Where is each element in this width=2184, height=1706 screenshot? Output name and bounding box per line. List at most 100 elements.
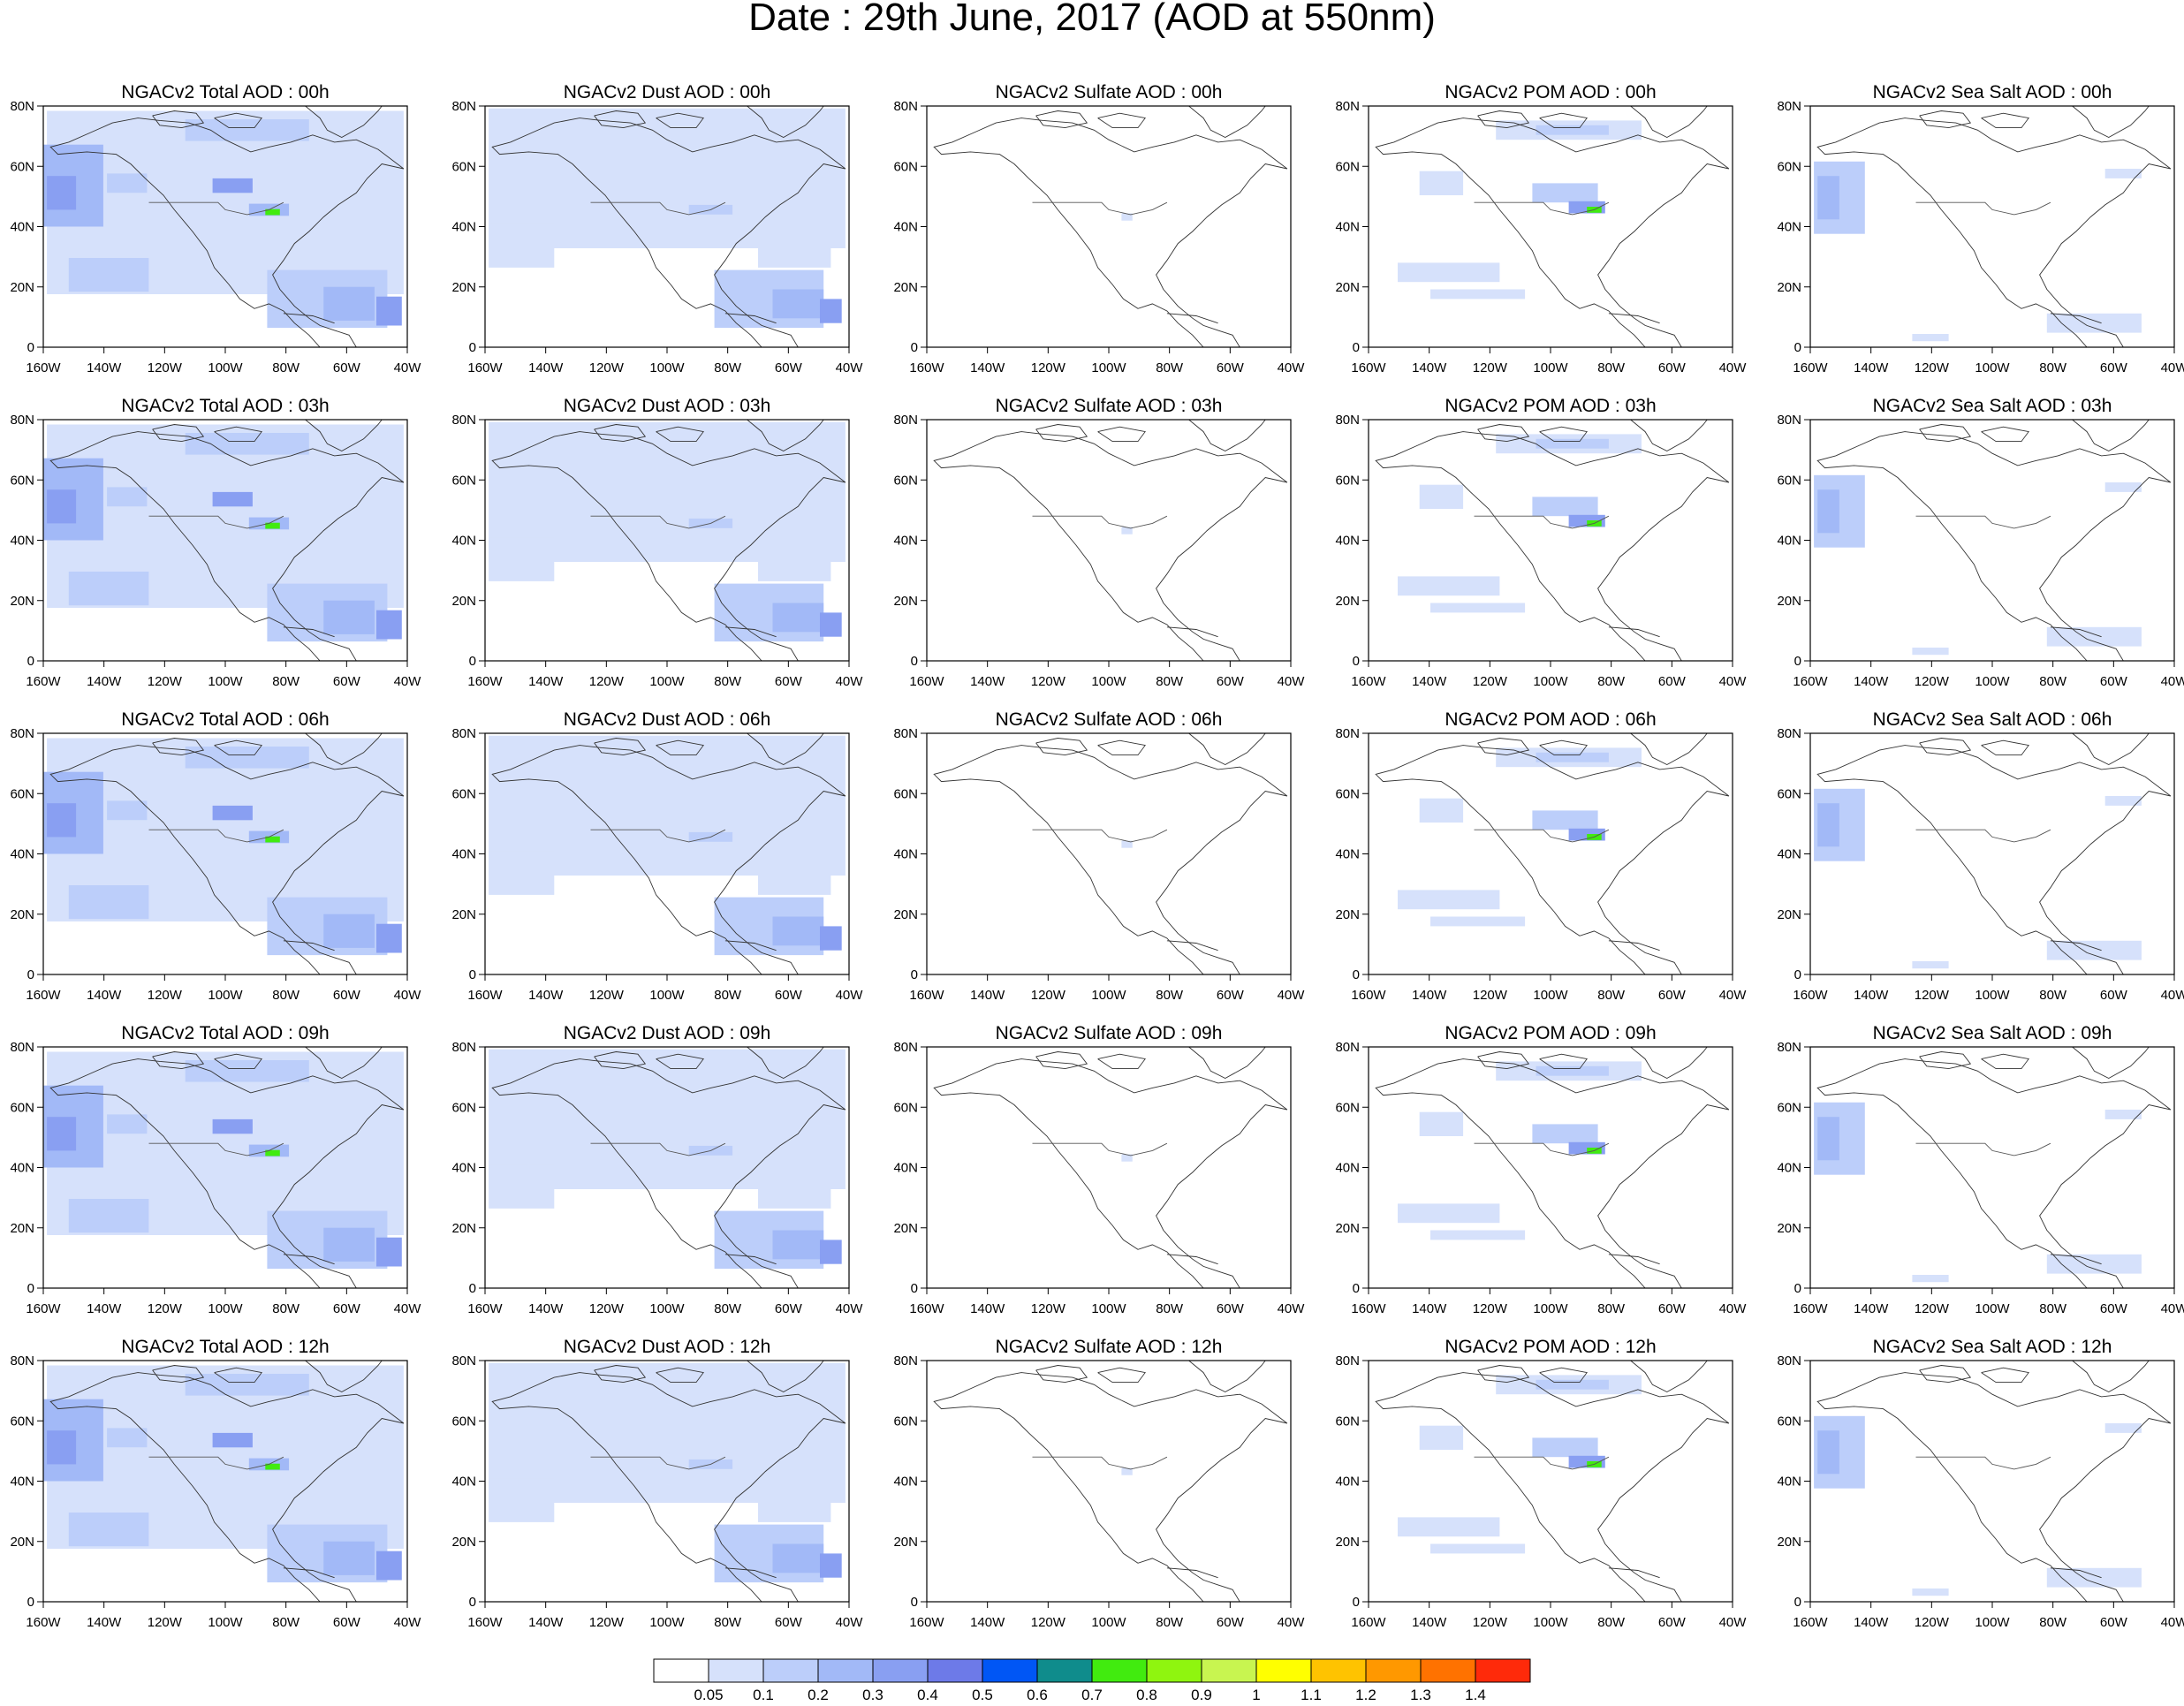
x-tick-label: 100W (1091, 360, 1126, 375)
x-tick-label: 60W (1217, 360, 1245, 375)
x-tick-label: 160W (1793, 1301, 1828, 1316)
y-tick-label: 60N (1777, 159, 1801, 174)
coastline (1608, 1567, 1660, 1579)
aod-shaded-region (758, 1136, 831, 1209)
aod-shaded-region (2046, 313, 2142, 333)
coastline (2050, 313, 2102, 324)
coastline (1375, 745, 1730, 974)
colorbar-label: 0.9 (1191, 1687, 1212, 1703)
y-tick-label: 0 (27, 1281, 34, 1296)
figure-title: Date : 29th June, 2017 (AOD at 550nm) (748, 0, 1436, 39)
aod-field (485, 420, 849, 661)
x-tick-label: 40W (1278, 1301, 1306, 1316)
aod-shaded-region (489, 1478, 555, 1522)
y-tick-label: 0 (911, 654, 918, 669)
coastline (1919, 1051, 1972, 1070)
plot-background (927, 733, 1291, 974)
aod-shaded-region (107, 1428, 148, 1448)
map-plot: 160W 140W 120W 100W 80W 60W 40W 0 20N 40N 60N 80N (893, 1040, 1306, 1316)
panel-title: NGACv2 Sea Salt AOD : 12h (1872, 1337, 2112, 1357)
y-tick-label: 40N (10, 1161, 34, 1176)
coastline (49, 745, 405, 974)
coastline (1477, 738, 1530, 756)
aod-shaded-region (1817, 1430, 1839, 1475)
coastline (1097, 112, 1146, 129)
colorbar-label: 1.4 (1465, 1687, 1486, 1703)
aod-shaded-region (1398, 262, 1500, 283)
x-tick-label: 120W (148, 988, 183, 1003)
aod-shaded-region (1419, 484, 1464, 509)
y-tick-label: 40N (1335, 534, 1360, 549)
map-panel: 160W 140W 120W 100W 80W 60W 40W 0 20N 40N 60N 80N NG… (1335, 1022, 1793, 1335)
x-tick-label: 100W (649, 1301, 685, 1316)
panel-title: NGACv2 Sulfate AOD : 06h (995, 709, 1223, 730)
y-tick-label: 60N (10, 1414, 34, 1429)
x-tick-label: 120W (1473, 1615, 1508, 1630)
coastline (1166, 313, 1218, 324)
country-border (1915, 1142, 2051, 1156)
map-panel: 160W 140W 120W 100W 80W 60W 40W 0 20N 40N 60N 80N NG… (1335, 1336, 1793, 1649)
colorbar-label: 1.1 (1301, 1687, 1322, 1703)
aod-field (1369, 1047, 1733, 1288)
aod-shaded-region (376, 1237, 402, 1267)
aod-shaded-region (47, 176, 77, 210)
aod-field (1369, 1361, 1733, 1602)
x-tick-label: 60W (1658, 674, 1687, 689)
x-tick-label: 100W (208, 988, 243, 1003)
aod-shaded-region (212, 1118, 253, 1134)
aod-shaded-region (758, 1450, 831, 1522)
y-tick-label: 0 (1794, 1595, 1801, 1610)
y-tick-label: 40N (1335, 220, 1360, 235)
panel-title: NGACv2 Dust AOD : 00h (563, 82, 771, 102)
y-tick-label: 0 (27, 1595, 34, 1610)
map-plot: 160W 140W 120W 100W 80W 60W 40W 0 20N 40N 60N 80N (10, 99, 421, 375)
x-tick-label: 120W (1473, 988, 1508, 1003)
y-tick-label: 0 (911, 340, 918, 355)
coastline (1166, 1567, 1218, 1579)
coastline (283, 1254, 335, 1265)
aod-shaded-region (1532, 1124, 1598, 1144)
x-tick-label: 100W (1533, 360, 1568, 375)
aod-shaded-region (1912, 1275, 1949, 1283)
x-tick-label: 140W (1854, 1301, 1889, 1316)
map-panel: 160W 140W 120W 100W 80W 60W 40W 0 20N 40N 60N 80N NG… (1777, 1336, 2184, 1649)
y-tick-label: 40N (893, 1475, 918, 1490)
coastline (1919, 110, 1972, 129)
coastline (1166, 940, 1218, 952)
x-tick-label: 80W (1156, 360, 1184, 375)
country-border (148, 1142, 284, 1156)
y-tick-label: 0 (1794, 967, 1801, 982)
panel-title: NGACv2 Dust AOD : 09h (563, 1023, 771, 1043)
x-tick-label: 80W (272, 674, 300, 689)
y-tick-label: 60N (10, 1100, 34, 1115)
country-border (1032, 515, 1168, 529)
coastline (1630, 1047, 1708, 1080)
colorbar-label: 0.05 (694, 1687, 723, 1703)
y-tick-label: 60N (1335, 473, 1360, 488)
map-plot: 160W 140W 120W 100W 80W 60W 40W 0 20N 40N 60N 80N (1777, 1040, 2184, 1316)
x-tick-label: 160W (26, 674, 61, 689)
map-plot: 160W 140W 120W 100W 80W 60W 40W 0 20N 40N 60N 80N (893, 1353, 1305, 1630)
x-tick-label: 40W (1278, 988, 1306, 1003)
coastline (1816, 1372, 2172, 1602)
y-tick-label: 60N (893, 1414, 918, 1429)
x-tick-label: 160W (1351, 988, 1386, 1003)
aod-shaded-region (2046, 940, 2142, 960)
aod-field (485, 1361, 849, 1602)
x-tick-label: 140W (1854, 674, 1889, 689)
x-tick-label: 140W (528, 988, 564, 1003)
aod-shaded-region (1817, 1117, 1839, 1161)
aod-shaded-region (2046, 626, 2142, 647)
x-tick-label: 80W (272, 1615, 300, 1630)
x-tick-label: 60W (1658, 360, 1687, 375)
panel-title: NGACv2 Total AOD : 00h (121, 82, 330, 102)
aod-shaded-region (820, 612, 842, 637)
y-tick-label: 0 (911, 1281, 918, 1296)
x-tick-label: 80W (2039, 1615, 2067, 1630)
x-tick-label: 60W (1217, 988, 1245, 1003)
coastline (1981, 739, 2029, 756)
aod-shaded-region (47, 803, 77, 838)
x-tick-label: 160W (1793, 360, 1828, 375)
map-panel: 160W 140W 120W 100W 80W 60W 40W 0 20N 40N 60N 80N NG… (10, 1336, 467, 1649)
aod-shaded-region (107, 487, 148, 507)
